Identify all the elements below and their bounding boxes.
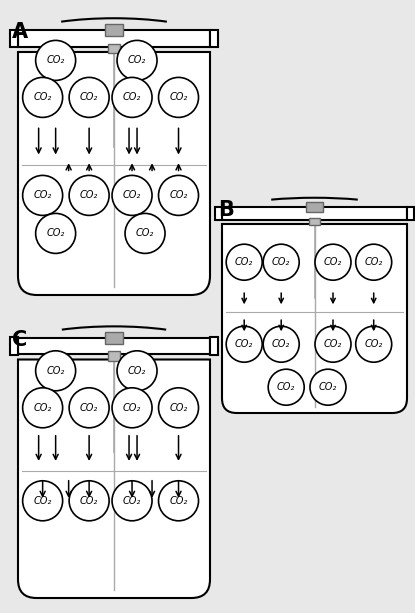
Text: CO₂: CO₂ [235, 339, 253, 349]
Bar [306, 202, 323, 212]
Bar [108, 44, 120, 53]
Circle shape [36, 40, 76, 80]
Text: CO₂: CO₂ [324, 257, 342, 267]
Circle shape [159, 175, 198, 215]
Bar [105, 25, 123, 37]
Text: A: A [12, 22, 28, 42]
Text: CO₂: CO₂ [80, 93, 98, 102]
Text: CO₂: CO₂ [46, 55, 65, 66]
Text: CO₂: CO₂ [169, 496, 188, 506]
Circle shape [36, 213, 76, 253]
PathPatch shape [18, 359, 210, 598]
Text: CO₂: CO₂ [123, 93, 141, 102]
Circle shape [125, 213, 165, 253]
Circle shape [268, 369, 304, 405]
Bar [210, 29, 218, 47]
Text: C: C [12, 330, 27, 350]
Circle shape [112, 175, 152, 215]
Circle shape [159, 77, 198, 118]
Text: CO₂: CO₂ [34, 93, 52, 102]
Text: CO₂: CO₂ [34, 403, 52, 413]
Circle shape [226, 244, 262, 280]
PathPatch shape [18, 52, 210, 295]
Bar [105, 332, 123, 345]
Text: CO₂: CO₂ [319, 382, 337, 392]
Text: CO₂: CO₂ [364, 339, 383, 349]
Text: CO₂: CO₂ [272, 339, 290, 349]
Text: CO₂: CO₂ [364, 257, 383, 267]
Circle shape [117, 40, 157, 80]
Text: B: B [218, 200, 234, 220]
Text: CO₂: CO₂ [123, 496, 141, 506]
Text: CO₂: CO₂ [80, 496, 98, 506]
Circle shape [112, 481, 152, 521]
Bar [108, 351, 120, 360]
Circle shape [36, 351, 76, 391]
Text: CO₂: CO₂ [169, 403, 188, 413]
Bar [18, 31, 210, 47]
Circle shape [315, 326, 351, 362]
Text: CO₂: CO₂ [46, 366, 65, 376]
Circle shape [69, 77, 109, 118]
Text: CO₂: CO₂ [272, 257, 290, 267]
Circle shape [69, 481, 109, 521]
Text: CO₂: CO₂ [169, 191, 188, 200]
Text: CO₂: CO₂ [46, 229, 65, 238]
Circle shape [356, 244, 392, 280]
Circle shape [159, 481, 198, 521]
Circle shape [315, 244, 351, 280]
Text: CO₂: CO₂ [277, 382, 295, 392]
Text: CO₂: CO₂ [324, 339, 342, 349]
Text: CO₂: CO₂ [169, 93, 188, 102]
Circle shape [263, 244, 299, 280]
Circle shape [23, 388, 63, 428]
Text: CO₂: CO₂ [34, 496, 52, 506]
Text: CO₂: CO₂ [80, 191, 98, 200]
Text: CO₂: CO₂ [128, 366, 146, 376]
Bar [222, 207, 407, 220]
Bar [10, 337, 18, 355]
Text: CO₂: CO₂ [136, 229, 154, 238]
Circle shape [310, 369, 346, 405]
Circle shape [226, 326, 262, 362]
Text: CO₂: CO₂ [80, 403, 98, 413]
Circle shape [263, 326, 299, 362]
Text: CO₂: CO₂ [123, 191, 141, 200]
Bar [10, 29, 18, 47]
Circle shape [69, 175, 109, 215]
Bar [309, 218, 320, 225]
Circle shape [112, 388, 152, 428]
Text: CO₂: CO₂ [123, 403, 141, 413]
Circle shape [356, 326, 392, 362]
Text: CO₂: CO₂ [128, 55, 146, 66]
PathPatch shape [222, 224, 407, 413]
Circle shape [23, 481, 63, 521]
Bar [215, 207, 222, 220]
Text: CO₂: CO₂ [235, 257, 253, 267]
Bar [18, 338, 210, 354]
Circle shape [23, 175, 63, 215]
Bar [407, 207, 415, 220]
Circle shape [69, 388, 109, 428]
Circle shape [23, 77, 63, 118]
Text: CO₂: CO₂ [34, 191, 52, 200]
Circle shape [112, 77, 152, 118]
Circle shape [117, 351, 157, 391]
Circle shape [159, 388, 198, 428]
Bar [210, 337, 218, 355]
